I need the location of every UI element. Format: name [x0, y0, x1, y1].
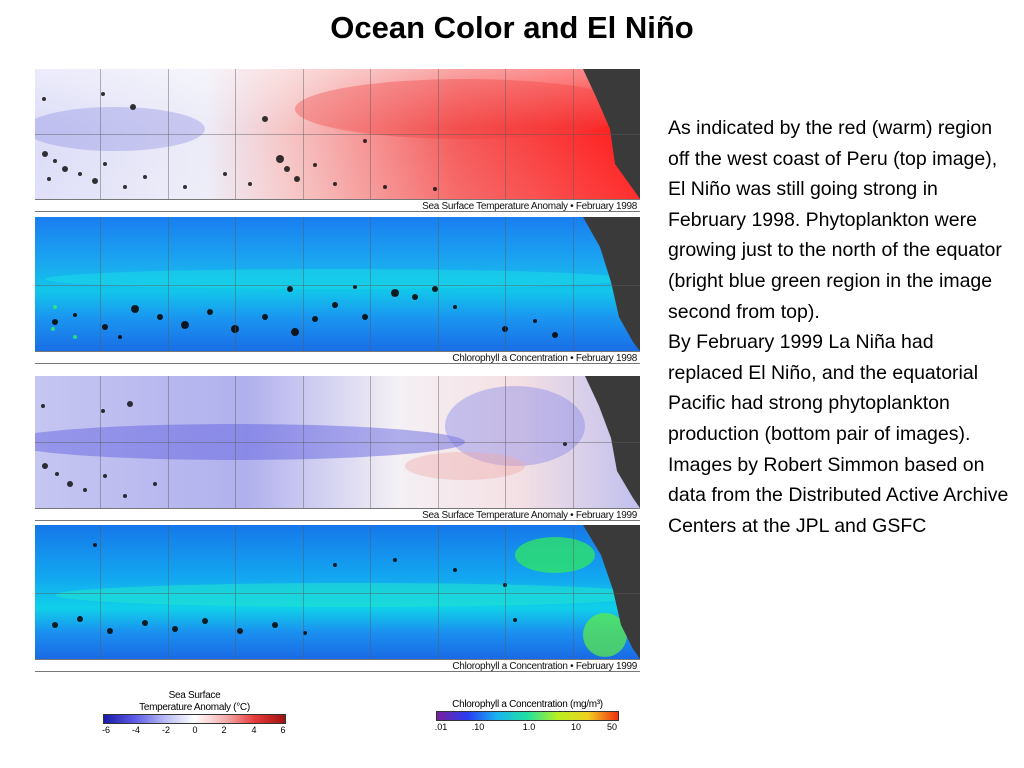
sst-legend-ticks: -6 -4 -2 0 2 4 6 [101, 724, 286, 736]
chl-tick: 50 [606, 722, 618, 732]
chl-tick: .10 [471, 722, 485, 732]
chl-tick: 10 [570, 722, 582, 732]
sst-1998-image [35, 69, 640, 199]
chl-tick: .01 [434, 722, 448, 732]
chl-legend: Chlorophyll a Concentration (mg/m³) .01 … [434, 699, 619, 733]
chl-tick: 1.0 [522, 722, 536, 732]
chl-1999-panel: Chlorophyll a Concentration • February 1… [35, 525, 640, 672]
sst-1999-caption: Sea Surface Temperature Anomaly • Februa… [35, 508, 640, 521]
description-paragraph-3: Images by Robert Simmon based on data fr… [668, 453, 1009, 537]
description-paragraph-1: As indicated by the red (warm) region of… [668, 117, 1002, 323]
sst-tick: -6 [101, 725, 111, 735]
sst-tick: 6 [280, 725, 286, 735]
sst-tick: -4 [131, 725, 141, 735]
sst-color-bar [103, 714, 286, 724]
sst-1998-panel: Sea Surface Temperature Anomaly • Februa… [35, 69, 640, 212]
description-paragraph-2: By February 1999 La Niña had replaced El… [668, 331, 979, 445]
chl-legend-title: Chlorophyll a Concentration (mg/m³) [452, 699, 603, 710]
sst-legend-title-line1: Sea Surface [168, 690, 221, 701]
chl-color-bar [436, 711, 619, 721]
slide-title: Ocean Color and El Niño [330, 10, 694, 45]
sst-1999-image [35, 376, 640, 508]
sst-legend: Sea Surface Temperature Anomaly (°C) -6 … [101, 690, 286, 736]
sst-1999-map [35, 376, 640, 508]
sst-tick: 0 [192, 725, 198, 735]
sst-tick: 2 [221, 725, 227, 735]
chl-1998-panel: Chlorophyll a Concentration • February 1… [35, 217, 640, 364]
sst-1999-panel: Sea Surface Temperature Anomaly • Februa… [35, 376, 640, 521]
chl-1999-map [35, 525, 640, 659]
sst-tick: -2 [161, 725, 171, 735]
chl-1998-image [35, 217, 640, 351]
sst-tick: 4 [251, 725, 257, 735]
chl-1998-caption: Chlorophyll a Concentration • February 1… [35, 351, 640, 364]
sst-1998-caption: Sea Surface Temperature Anomaly • Februa… [35, 199, 640, 212]
sst-legend-title-line2: Temperature Anomaly (°C) [139, 702, 250, 713]
sst-1998-map [35, 69, 640, 199]
chl-1999-caption: Chlorophyll a Concentration • February 1… [35, 659, 640, 672]
description-text: As indicated by the red (warm) region of… [668, 113, 1013, 541]
chl-1999-image [35, 525, 640, 659]
chl-1998-map [35, 217, 640, 351]
chl-legend-ticks: .01 .10 1.0 10 50 [434, 721, 619, 733]
